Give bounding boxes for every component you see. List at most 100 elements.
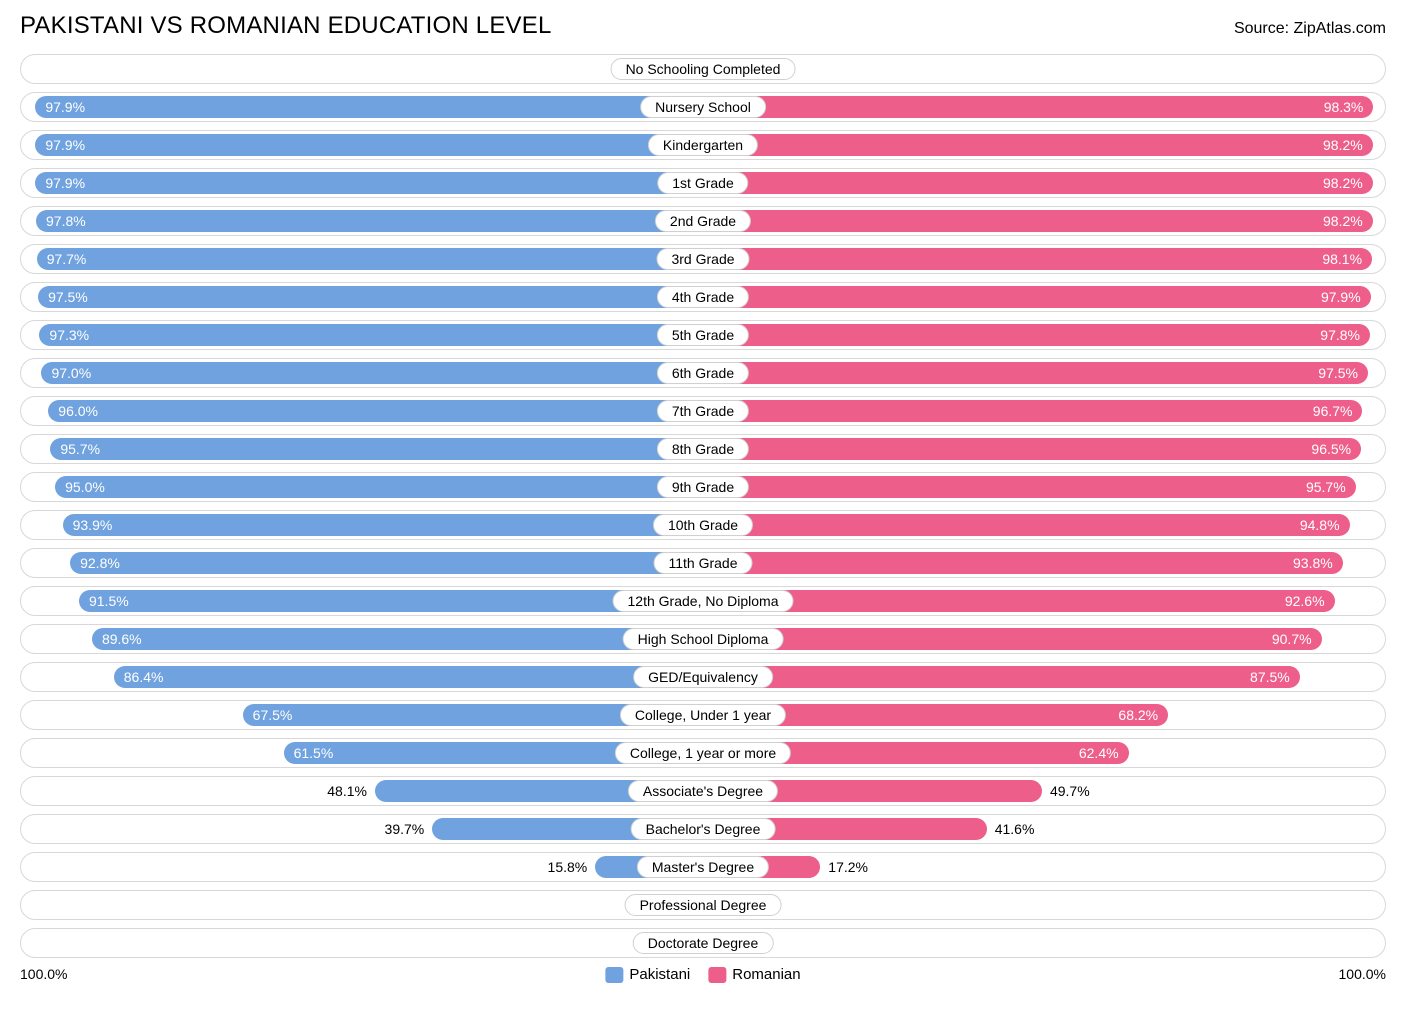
value-left: 95.0%: [55, 476, 115, 498]
category-label: Nursery School: [640, 96, 766, 118]
value-right: 62.4%: [1069, 742, 1129, 764]
bar-right: 90.7%: [703, 628, 1322, 650]
axis-max-left: 100.0%: [20, 966, 67, 982]
chart-row: 15.8% 17.2% Master's Degree: [20, 852, 1386, 882]
bar-right: 93.8%: [703, 552, 1343, 574]
value-left: 97.9%: [35, 134, 95, 156]
value-left: 61.5%: [284, 742, 344, 764]
chart-row: 4.8%5.3%Professional Degree: [20, 890, 1386, 920]
bar-left: 97.8%: [36, 210, 703, 232]
category-label: GED/Equivalency: [633, 666, 773, 688]
bar-left: 93.9%: [63, 514, 703, 536]
value-left: 86.4%: [114, 666, 174, 688]
value-left: 89.6%: [92, 628, 152, 650]
category-label: Master's Degree: [637, 856, 769, 878]
chart-row: 95.0% 95.7% 9th Grade: [20, 472, 1386, 502]
category-label: 1st Grade: [657, 172, 748, 194]
chart-source: Source: ZipAtlas.com: [1234, 20, 1386, 38]
category-label: 11th Grade: [653, 552, 752, 574]
bar-right: 98.2%: [703, 210, 1373, 232]
category-label: Professional Degree: [625, 894, 782, 916]
category-label: Associate's Degree: [628, 780, 778, 802]
value-left: 48.1%: [327, 777, 367, 805]
bar-left: 97.9%: [35, 96, 703, 118]
value-left: 97.0%: [41, 362, 101, 384]
value-left: 97.5%: [38, 286, 98, 308]
bar-right: 92.6%: [703, 590, 1335, 612]
chart-row: 97.9% 98.2% 1st Grade: [20, 168, 1386, 198]
chart-row: 97.3%97.8%5th Grade: [20, 320, 1386, 350]
value-right: 93.8%: [1283, 552, 1343, 574]
chart-axis: 100.0% Pakistani Romanian 100.0%: [20, 966, 1386, 992]
value-right: 68.2%: [1108, 704, 1168, 726]
chart-row: 97.5% 97.9% 4th Grade: [20, 282, 1386, 312]
value-right: 90.7%: [1262, 628, 1322, 650]
chart-row: 61.5%62.4%College, 1 year or more: [20, 738, 1386, 768]
value-left: 97.8%: [36, 210, 96, 232]
bar-right: 98.2%: [703, 172, 1373, 194]
category-label: 6th Grade: [657, 362, 749, 384]
chart-row: 92.8% 93.8% 11th Grade: [20, 548, 1386, 578]
value-right: 98.2%: [1313, 172, 1373, 194]
value-right: 92.6%: [1275, 590, 1335, 612]
chart-row: 96.0%96.7%7th Grade: [20, 396, 1386, 426]
category-label: 5th Grade: [657, 324, 749, 346]
category-label: 3rd Grade: [656, 248, 749, 270]
chart-row: 67.5% 68.2% College, Under 1 year: [20, 700, 1386, 730]
chart-row: 39.7% 41.6% Bachelor's Degree: [20, 814, 1386, 844]
value-left: 39.7%: [385, 815, 425, 843]
axis-max-right: 100.0%: [1339, 966, 1386, 982]
bar-right: 96.5%: [703, 438, 1361, 460]
value-right: 98.3%: [1314, 96, 1374, 118]
value-left: 97.9%: [35, 96, 95, 118]
bar-left: 97.5%: [38, 286, 703, 308]
category-label: 9th Grade: [657, 476, 749, 498]
bar-left: 96.0%: [48, 400, 703, 422]
bar-right: 87.5%: [703, 666, 1300, 688]
category-label: 2nd Grade: [655, 210, 751, 232]
value-right: 97.9%: [1311, 286, 1371, 308]
source-name: ZipAtlas.com: [1294, 20, 1386, 37]
bar-right: 94.8%: [703, 514, 1350, 536]
chart-row: 97.8% 98.2% 2nd Grade: [20, 206, 1386, 236]
bar-left: 95.0%: [55, 476, 703, 498]
bar-left: 97.7%: [37, 248, 703, 270]
chart-header: PAKISTANI VS ROMANIAN EDUCATION LEVEL So…: [20, 12, 1386, 40]
value-left: 96.0%: [48, 400, 108, 422]
category-label: High School Diploma: [623, 628, 784, 650]
value-right: 98.2%: [1313, 210, 1373, 232]
chart-row: 97.9% 98.3% Nursery School: [20, 92, 1386, 122]
category-label: 8th Grade: [657, 438, 749, 460]
bar-right: 97.9%: [703, 286, 1371, 308]
category-label: Bachelor's Degree: [631, 818, 776, 840]
chart-row: 91.5%92.6%12th Grade, No Diploma: [20, 586, 1386, 616]
value-right: 94.8%: [1290, 514, 1350, 536]
value-right: 41.6%: [995, 815, 1035, 843]
value-right: 95.7%: [1296, 476, 1356, 498]
category-label: 10th Grade: [653, 514, 753, 536]
value-right: 49.7%: [1050, 777, 1090, 805]
diverging-bar-chart: 2.1%1.8%No Schooling Completed 97.9% 98.3%…: [20, 54, 1386, 958]
category-label: No Schooling Completed: [611, 58, 796, 80]
bar-right: 97.8%: [703, 324, 1370, 346]
value-left: 97.9%: [35, 172, 95, 194]
value-right: 97.5%: [1308, 362, 1368, 384]
value-right: 17.2%: [828, 853, 868, 881]
value-left: 67.5%: [243, 704, 303, 726]
chart-row: 97.0% 97.5% 6th Grade: [20, 358, 1386, 388]
category-label: College, Under 1 year: [620, 704, 786, 726]
bar-right: 98.3%: [703, 96, 1373, 118]
bar-left: 97.9%: [35, 172, 703, 194]
category-label: 4th Grade: [657, 286, 749, 308]
bar-left: 97.3%: [39, 324, 703, 346]
chart-row: 89.6% 90.7% High School Diploma: [20, 624, 1386, 654]
bar-right: 96.7%: [703, 400, 1362, 422]
chart-row: 95.7%96.5%8th Grade: [20, 434, 1386, 464]
value-left: 15.8%: [548, 853, 588, 881]
bar-left: 92.8%: [70, 552, 703, 574]
category-label: Doctorate Degree: [633, 932, 774, 954]
value-right: 96.7%: [1303, 400, 1363, 422]
chart-row: 2.1%1.8%No Schooling Completed: [20, 54, 1386, 84]
bar-right: 95.7%: [703, 476, 1356, 498]
value-left: 97.7%: [37, 248, 97, 270]
